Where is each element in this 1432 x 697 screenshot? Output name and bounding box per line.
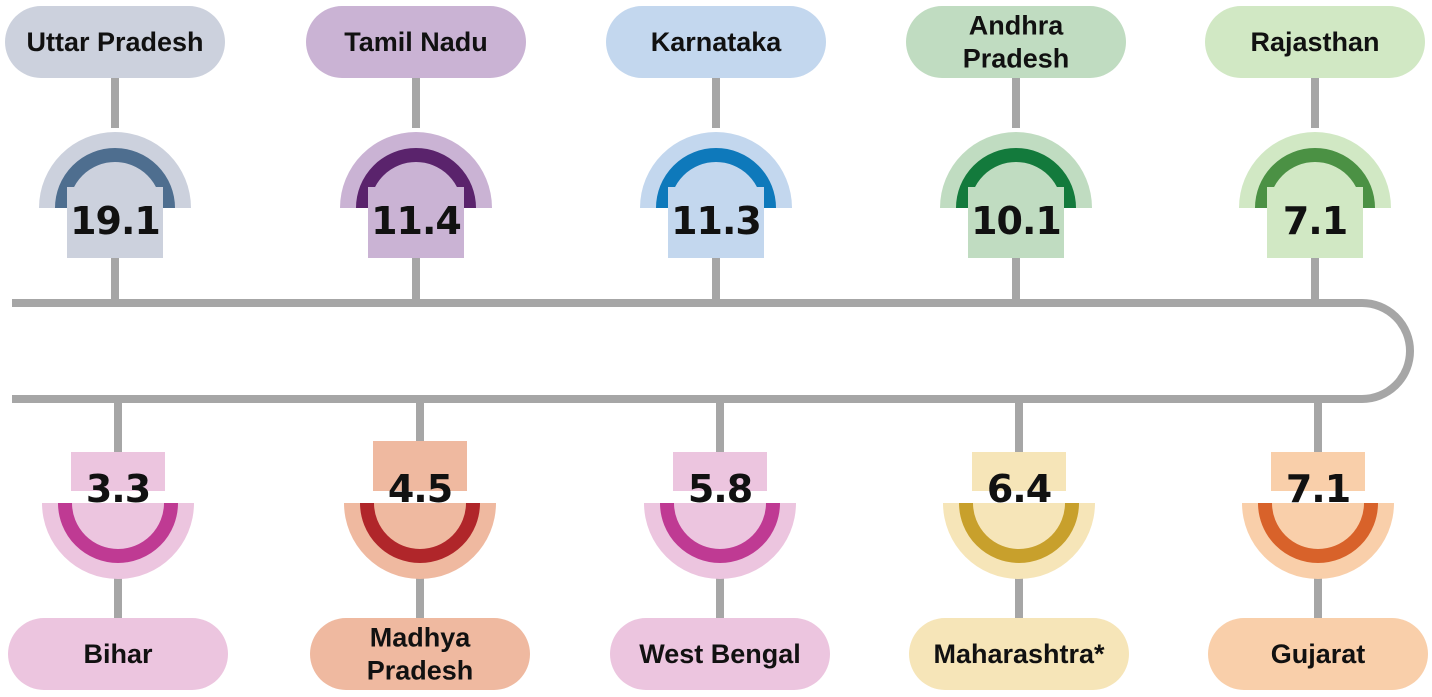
state-bihar-label: Bihar xyxy=(83,639,153,669)
state-bihar: 3.3 Bihar xyxy=(8,402,228,690)
state-uttar-pradesh: 19.1 Uttar Pradesh xyxy=(5,6,225,300)
state-rajasthan: 7.1 Rajasthan xyxy=(1205,6,1425,300)
gauge-halo xyxy=(943,503,1095,579)
value-box xyxy=(1267,187,1363,258)
state-andhra-pradesh-label: Andhra xyxy=(969,11,1064,41)
value-text: 11.3 xyxy=(671,199,761,243)
state-karnataka-pill xyxy=(606,6,826,78)
gauge-arc xyxy=(58,502,178,563)
state-gujarat-label: Gujarat xyxy=(1271,639,1366,669)
value-box xyxy=(67,187,163,258)
state-tamil-nadu-label: Tamil Nadu xyxy=(344,27,488,57)
state-gujarat-pill xyxy=(1208,618,1428,690)
state-maharashtra-pill xyxy=(909,618,1129,690)
state-west-bengal: 5.8 West Bengal xyxy=(610,402,830,690)
state-rajasthan-label: Rajasthan xyxy=(1250,27,1379,57)
value-box xyxy=(71,452,165,491)
value-text: 10.1 xyxy=(971,199,1061,243)
state-tamil-nadu: 11.4 Tamil Nadu xyxy=(306,6,526,300)
value-box xyxy=(373,441,467,491)
state-madhya-pradesh-label: Pradesh xyxy=(367,656,474,686)
value-text: 7.1 xyxy=(1283,199,1347,243)
gauge-arc xyxy=(55,148,175,209)
state-tamil-nadu-pill xyxy=(306,6,526,78)
value-text: 3.3 xyxy=(86,467,150,511)
state-bihar-pill xyxy=(8,618,228,690)
gauge-arc xyxy=(959,502,1079,563)
state-maharashtra-label: Maharashtra* xyxy=(933,639,1105,669)
gauge-arc xyxy=(1258,502,1378,563)
state-gujarat: 7.1 Gujarat xyxy=(1208,402,1428,690)
value-text: 5.8 xyxy=(688,467,752,511)
value-box xyxy=(368,187,464,258)
gauge-arc xyxy=(1255,148,1375,209)
value-box xyxy=(673,452,767,491)
gauge-arc xyxy=(956,148,1076,209)
state-west-bengal-label: West Bengal xyxy=(639,639,801,669)
value-text: 6.4 xyxy=(987,467,1051,511)
gauge-halo xyxy=(344,503,496,579)
state-uttar-pradesh-label: Uttar Pradesh xyxy=(26,27,203,57)
value-text: 4.5 xyxy=(388,467,452,511)
value-box xyxy=(972,452,1066,491)
state-uttar-pradesh-pill xyxy=(5,6,225,78)
value-text: 7.1 xyxy=(1286,467,1350,511)
value-text: 11.4 xyxy=(371,199,461,243)
state-andhra-pradesh-pill xyxy=(906,6,1126,78)
value-box xyxy=(668,187,764,258)
gauge-arc xyxy=(356,148,476,209)
state-madhya-pradesh-pill xyxy=(310,618,530,690)
state-andhra-pradesh-label: Pradesh xyxy=(963,44,1070,74)
state-rajasthan-pill xyxy=(1205,6,1425,78)
gauge-arc xyxy=(656,148,776,209)
state-madhya-pradesh-label: Madhya xyxy=(370,623,472,653)
value-text: 19.1 xyxy=(70,199,160,243)
gauge-halo xyxy=(42,503,194,579)
value-box xyxy=(1271,452,1365,491)
value-box xyxy=(968,187,1064,258)
gauge-halo xyxy=(1242,503,1394,579)
gauge-halo xyxy=(644,503,796,579)
connector-track xyxy=(12,299,1414,403)
state-karnataka-label: Karnataka xyxy=(651,27,783,57)
gauge-arc xyxy=(660,502,780,563)
state-west-bengal-pill xyxy=(610,618,830,690)
gauge-arc xyxy=(360,502,480,563)
state-karnataka: 11.3 Karnataka xyxy=(606,6,826,300)
state-maharashtra: 6.4 Maharashtra* xyxy=(909,402,1129,690)
